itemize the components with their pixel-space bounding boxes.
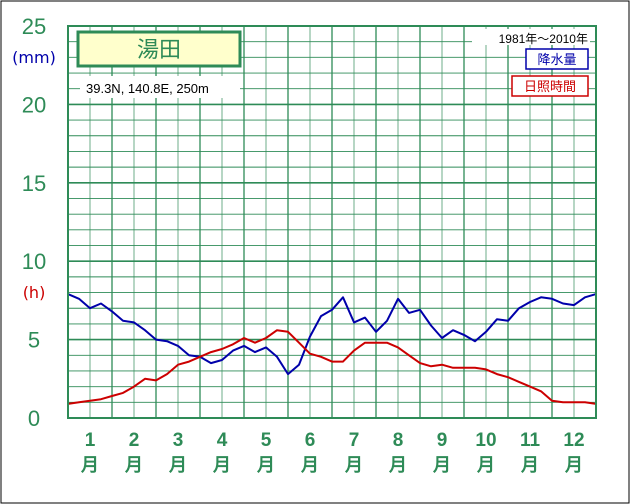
x-tick-month-unit: 月 <box>564 455 583 476</box>
y-tick-label: 15 <box>22 171 46 196</box>
x-tick-month-number: 3 <box>173 430 184 451</box>
y-axis-ticks: 0 5 10 15 20 25 <box>22 14 46 431</box>
legend-precip-box <box>525 48 589 70</box>
station-info-bg <box>80 76 240 98</box>
x-tick-month-unit: 月 <box>300 455 319 476</box>
x-tick-month-number: 2 <box>129 430 140 451</box>
x-tick-month-number: 1 <box>85 430 96 451</box>
x-tick-month-number: 7 <box>349 430 360 451</box>
x-tick-month-number: 10 <box>475 430 496 451</box>
legend-precip-label: 降水量 <box>537 53 576 68</box>
unit-precip: (mm) <box>12 48 56 67</box>
x-tick-month-number: 6 <box>305 430 316 451</box>
x-tick-month-number: 9 <box>437 430 448 451</box>
y-tick-label: 25 <box>22 14 46 39</box>
y-tick-label: 0 <box>28 406 40 431</box>
title-box-bg <box>76 30 242 68</box>
x-tick-month-number: 8 <box>393 430 404 451</box>
legend-sun: 日照時間 <box>511 75 589 97</box>
period-bg <box>472 29 590 45</box>
y-tick-label: 10 <box>22 249 46 274</box>
plot-frame <box>67 25 597 419</box>
unit-sun: (h) <box>23 283 46 302</box>
x-tick-month-unit: 月 <box>256 455 275 476</box>
x-tick-month-number: 5 <box>261 430 272 451</box>
x-tick-month-unit: 月 <box>124 455 143 476</box>
x-tick-month-unit: 月 <box>168 455 187 476</box>
legend-precip: 降水量 <box>525 48 589 70</box>
x-axis-ticks: 1 月 2 月 3 月 4 月 5 月 6 月 7 月 8 月 9 月 10 月 11 月 12 月 <box>80 430 585 476</box>
x-tick-month-unit: 月 <box>476 455 495 476</box>
station-info: 39.3N, 140.8E, 250m <box>86 81 209 96</box>
legend-sun-box <box>511 75 589 97</box>
series-layer <box>67 293 597 405</box>
sun-series-line <box>67 329 597 405</box>
y-tick-label: 20 <box>22 92 46 117</box>
x-tick-month-unit: 月 <box>520 455 539 476</box>
y-tick-label: 5 <box>28 328 40 353</box>
precip-series-line <box>67 293 597 376</box>
x-tick-month-unit: 月 <box>80 455 99 476</box>
x-tick-month-number: 12 <box>563 430 584 451</box>
period-label: 1981年〜2010年 <box>499 32 588 46</box>
x-tick-month-unit: 月 <box>344 455 363 476</box>
x-tick-month-unit: 月 <box>388 455 407 476</box>
station-title-box: 湯田 <box>76 30 242 68</box>
station-name: 湯田 <box>137 38 181 63</box>
x-tick-month-unit: 月 <box>432 455 451 476</box>
x-tick-month-number: 4 <box>217 430 228 451</box>
x-tick-month-unit: 月 <box>212 455 231 476</box>
legend-sun-label: 日照時間 <box>524 80 576 95</box>
x-tick-month-number: 11 <box>520 430 541 451</box>
